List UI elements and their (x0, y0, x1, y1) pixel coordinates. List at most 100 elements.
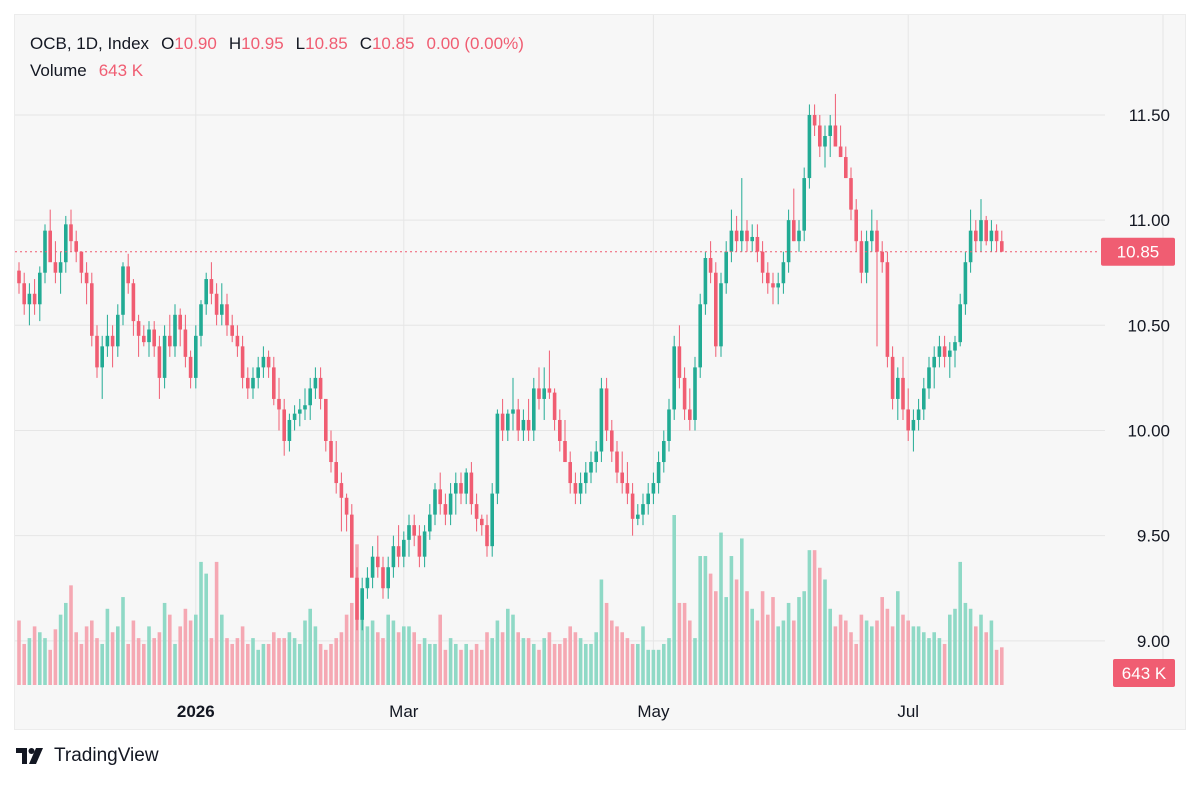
candle (370, 546, 375, 589)
volume-bar (173, 643, 177, 685)
candle (74, 230, 78, 263)
candle (688, 388, 692, 431)
candle-body (32, 293, 37, 305)
volume-bar (350, 602, 354, 685)
candle-body (27, 293, 32, 305)
volume-bar (578, 638, 583, 685)
volume-bar (43, 638, 47, 685)
volume-bar (828, 608, 832, 685)
candle (38, 266, 42, 322)
candle (818, 114, 822, 158)
volume-bar (329, 643, 333, 685)
candle-body (578, 483, 583, 494)
candle (292, 405, 297, 431)
candlestick-chart[interactable]: 9.00 9.50 10.00 10.50 11.00 11.50 2026 Mar May J… (15, 15, 1185, 729)
volume-bar (786, 602, 791, 685)
candle-body (672, 346, 676, 410)
candle (708, 241, 713, 284)
candle (58, 251, 63, 294)
candle-body (272, 367, 276, 399)
volume-bar (485, 632, 489, 685)
candle (766, 262, 770, 294)
volume-bar (308, 608, 312, 685)
candle-body (760, 251, 765, 273)
candle-body (365, 577, 370, 589)
candle (69, 209, 73, 252)
volume-bar (495, 620, 500, 685)
volume-bar (870, 626, 874, 685)
volume-bar (859, 614, 864, 685)
candle-body (157, 346, 162, 378)
tradingview-brand[interactable]: TradingView (16, 745, 159, 767)
candle (568, 451, 572, 494)
candle-body (121, 266, 125, 315)
candle-body (864, 241, 869, 273)
candle (32, 279, 37, 315)
volume-bar (183, 608, 188, 685)
volume-bar (760, 591, 765, 685)
candle-body (589, 462, 593, 473)
candle-body (688, 409, 692, 420)
price-tick-label: 11.00 (1129, 211, 1170, 230)
candle (833, 93, 838, 147)
volume-bar (381, 638, 385, 685)
volume-bar (771, 597, 775, 685)
candle-body (506, 413, 510, 431)
last-volume-label: 643 K (1122, 664, 1167, 683)
volume-bar (136, 638, 141, 685)
volume-bar (526, 638, 531, 685)
candle-body (438, 489, 442, 505)
volume-label[interactable]: Volume (30, 61, 87, 80)
candle (214, 283, 219, 326)
candle (344, 493, 349, 532)
candle-body (745, 230, 749, 242)
volume-bar (901, 614, 905, 685)
candle (464, 468, 468, 505)
candle (844, 146, 848, 179)
low-label: L (295, 34, 306, 53)
candle (558, 409, 562, 452)
candle (90, 272, 94, 347)
candle-body (916, 409, 921, 420)
volume-bar (625, 638, 630, 685)
candle-body (714, 272, 718, 347)
close-value: 10.85 (371, 34, 415, 53)
price-tick-label: 9.00 (1137, 632, 1170, 651)
brand-name: TradingView (54, 745, 159, 766)
candle (230, 314, 234, 343)
volume-bar (849, 632, 853, 685)
volume-bar (599, 579, 604, 685)
candle-body (459, 483, 463, 494)
candle-body (339, 483, 344, 498)
candle (922, 377, 926, 420)
volume-bar (287, 632, 292, 685)
candle (516, 398, 520, 441)
symbol-label[interactable]: OCB, 1D, Index (30, 34, 150, 53)
candle-body (937, 346, 942, 357)
volume-bar (272, 632, 276, 685)
candle (324, 398, 328, 452)
candle-body (485, 525, 489, 547)
volume-bar (313, 626, 318, 685)
chart-panel[interactable]: 9.00 9.50 10.00 10.50 11.00 11.50 2026 Mar May J… (14, 14, 1186, 730)
candle (979, 199, 983, 252)
candle-body (558, 419, 562, 441)
candle (989, 220, 994, 252)
volume-bar (745, 591, 749, 685)
volume-bar (755, 620, 760, 685)
volume-bar (511, 614, 515, 685)
volume-bar (360, 591, 364, 685)
last-price-label: 10.85 (1117, 243, 1160, 262)
candle-body (422, 531, 427, 557)
candle-body (526, 419, 531, 431)
volume-bar (667, 638, 671, 685)
candle (95, 325, 99, 378)
volume-bar (376, 632, 380, 685)
candle (318, 367, 323, 410)
candle (781, 251, 786, 294)
candle (84, 262, 89, 305)
volume-bar (334, 638, 338, 685)
candle (287, 413, 292, 452)
candle (656, 451, 661, 494)
candle-body (318, 377, 323, 399)
